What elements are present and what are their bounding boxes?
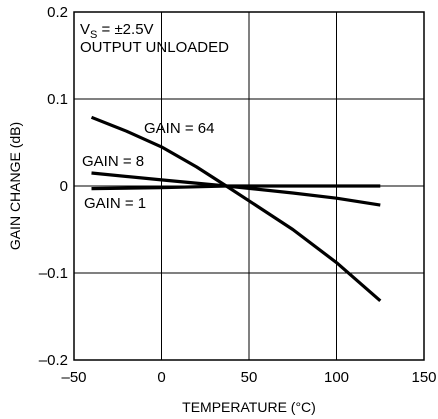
- tick-labels: –50 0 50 100 150 –0.2 –0.1 0 0.1 0.2: [39, 4, 437, 386]
- y-tick-label: 0.2: [47, 4, 68, 21]
- y-tick-label: –0.2: [39, 352, 68, 369]
- series-label-gain-1: GAIN = 1: [84, 195, 146, 212]
- x-tick-label: 100: [324, 369, 349, 386]
- conditions-supply-label: VS = ±2.5V: [80, 21, 154, 41]
- x-tick-label: –50: [61, 369, 86, 386]
- series-label-gain-8: GAIN = 8: [82, 153, 144, 170]
- supply-value: = ±2.5V: [97, 21, 153, 38]
- supply-subscript: S: [90, 29, 97, 41]
- y-tick-label: –0.1: [39, 265, 68, 282]
- conditions-load-label: OUTPUT UNLOADED: [80, 39, 229, 56]
- x-tick-label: 50: [241, 369, 258, 386]
- plot-frame: [73, 11, 425, 361]
- supply-symbol: V: [80, 21, 90, 38]
- x-tick-label: 0: [157, 369, 165, 386]
- series-line-gain-8: [91, 171, 381, 207]
- x-axis-title: TEMPERATURE (°C): [182, 399, 316, 415]
- series-label-gain-64: GAIN = 64: [144, 120, 214, 137]
- series-lines: [90, 115, 382, 303]
- y-axis-title: GAIN CHANGE (dB): [7, 122, 23, 250]
- series-line-gain-1: [91, 184, 381, 191]
- x-tick-label: 150: [411, 369, 436, 386]
- y-tick-label: 0: [60, 178, 68, 195]
- y-tick-label: 0.1: [47, 91, 68, 108]
